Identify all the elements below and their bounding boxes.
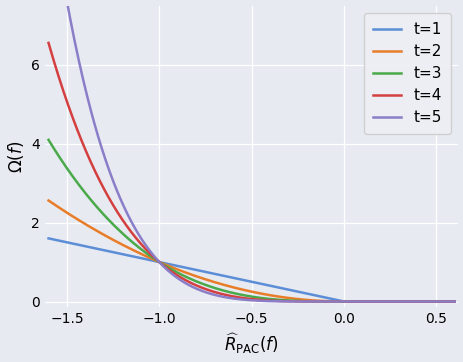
t=1 xyxy=(369,299,375,304)
t=1 xyxy=(224,274,230,279)
t=1 xyxy=(451,299,457,304)
t=2 xyxy=(46,198,51,203)
X-axis label: $\widehat{R}_{\mathrm{PAC}}(f)$: $\widehat{R}_{\mathrm{PAC}}(f)$ xyxy=(224,332,278,357)
Legend: t=1, t=2, t=3, t=4, t=5: t=1, t=2, t=3, t=4, t=5 xyxy=(363,13,450,134)
t=5 xyxy=(87,105,93,109)
t=2 xyxy=(224,284,230,288)
t=4 xyxy=(451,299,457,304)
t=1 xyxy=(210,272,215,276)
t=1 xyxy=(46,236,51,241)
t=4 xyxy=(210,289,215,294)
Line: t=2: t=2 xyxy=(49,201,454,302)
t=2 xyxy=(369,299,375,304)
Line: t=1: t=1 xyxy=(49,239,454,302)
t=4 xyxy=(46,41,51,45)
Line: t=3: t=3 xyxy=(49,140,454,302)
Line: t=4: t=4 xyxy=(49,43,454,302)
t=5 xyxy=(451,299,457,304)
t=5 xyxy=(210,292,215,296)
t=5 xyxy=(224,295,230,300)
t=4 xyxy=(369,299,375,304)
t=1 xyxy=(324,296,330,300)
t=4 xyxy=(341,299,346,304)
t=5 xyxy=(341,299,346,304)
t=4 xyxy=(324,299,330,304)
t=5 xyxy=(362,299,368,304)
t=2 xyxy=(324,299,330,303)
t=3 xyxy=(369,299,375,304)
t=3 xyxy=(362,299,368,304)
Y-axis label: $\Omega(f)$: $\Omega(f)$ xyxy=(6,140,25,173)
t=3 xyxy=(324,299,330,304)
t=1 xyxy=(341,299,346,304)
t=5 xyxy=(369,299,375,304)
t=2 xyxy=(451,299,457,304)
t=1 xyxy=(362,299,368,304)
t=4 xyxy=(362,299,368,304)
t=2 xyxy=(362,299,368,304)
t=4 xyxy=(87,158,93,163)
t=4 xyxy=(224,293,230,298)
t=5 xyxy=(324,299,330,304)
t=3 xyxy=(210,285,215,290)
Line: t=5: t=5 xyxy=(49,0,454,302)
t=3 xyxy=(46,138,51,142)
t=1 xyxy=(87,245,93,249)
t=2 xyxy=(210,279,215,284)
t=2 xyxy=(87,225,93,229)
t=3 xyxy=(87,197,93,201)
t=2 xyxy=(341,299,346,304)
t=3 xyxy=(341,299,346,304)
t=3 xyxy=(451,299,457,304)
t=3 xyxy=(224,290,230,294)
